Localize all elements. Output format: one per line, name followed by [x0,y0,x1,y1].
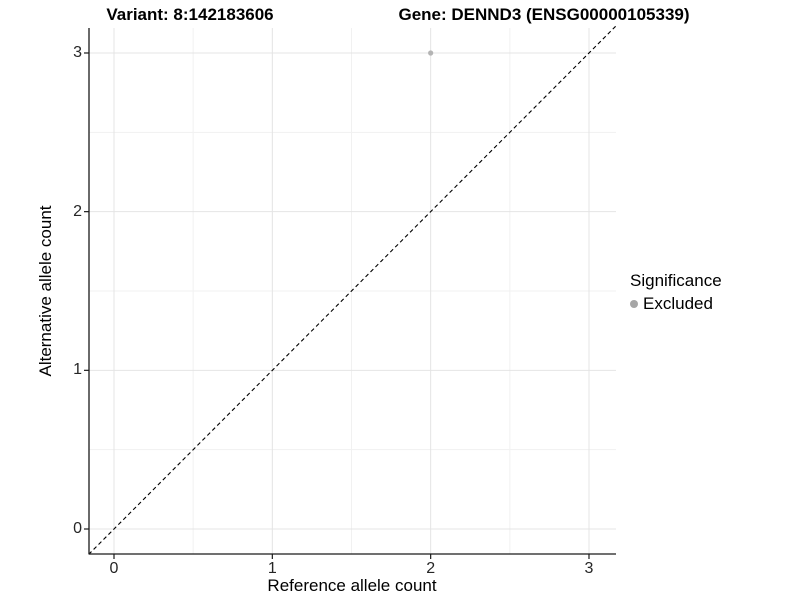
legend-item-excluded: Excluded [630,294,722,314]
data-point [428,50,434,56]
x-axis-title: Reference allele count [267,576,437,595]
x-tick-label: 1 [267,560,277,577]
x-tick-label: 0 [109,560,119,577]
legend: Significance Excluded [630,271,722,314]
identity-line [88,25,617,555]
plot-title-variant: Variant: 8:142183606 [106,5,274,24]
y-tick-label: 3 [73,43,82,61]
y-tick-label: 2 [73,202,82,220]
plot-title-gene: Gene: DENND3 (ENSG00000105339) [398,5,690,24]
y-tick-label: 1 [73,361,82,379]
x-tick-label: 3 [584,560,594,577]
y-axis-title: Alternative allele count [36,205,55,377]
y-tick-label: 0 [73,520,82,537]
x-tick-label: 2 [426,560,436,577]
legend-title: Significance [630,271,722,290]
legend-point-icon [630,300,638,308]
legend-item-label: Excluded [643,294,713,313]
